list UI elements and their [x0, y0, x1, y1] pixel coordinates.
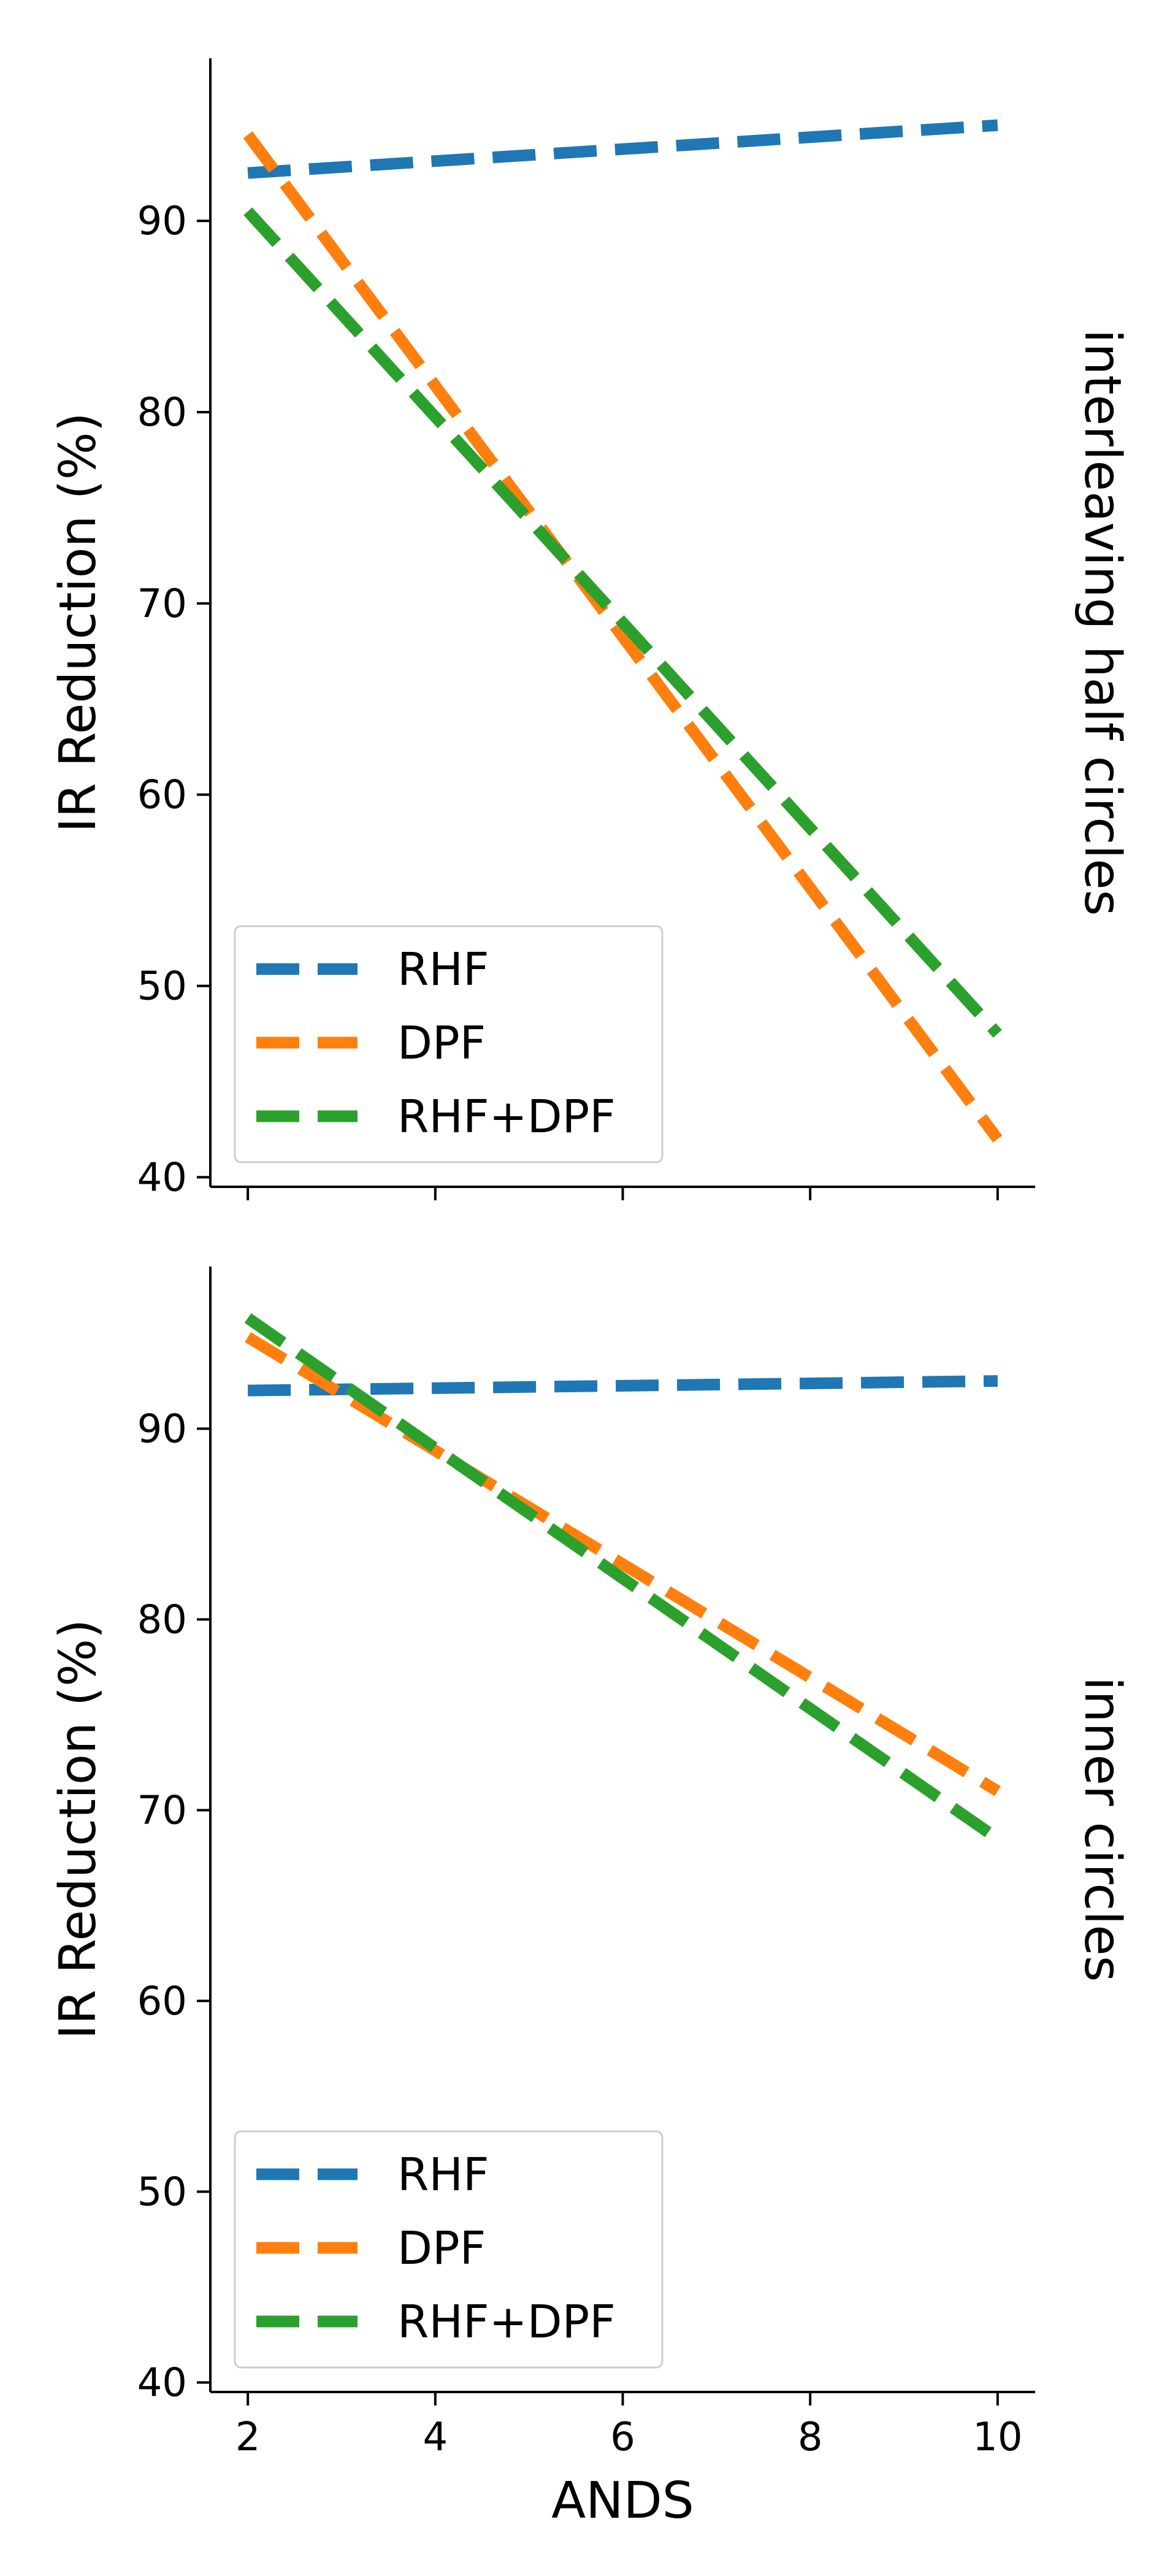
x-axis-label: ANDS	[551, 2472, 694, 2530]
y-axis-label: IR Reduction (%)	[49, 1619, 107, 2039]
legend-label: RHF+DPF	[397, 1091, 616, 1143]
y-tick-label: 90	[137, 1406, 187, 1452]
x-tick-label: 6	[610, 2415, 635, 2460]
y-tick-label: 60	[137, 1979, 187, 2024]
x-tick-label: 2	[235, 2415, 261, 2460]
y-tick-label: 70	[137, 1788, 187, 1833]
legend-box	[234, 2130, 664, 2369]
legend-label: RHF	[397, 943, 489, 996]
panel-interleaving-half-circles: 40 50 60 70 80 90 IR Reduction (%) interleaving…	[49, 58, 1131, 1200]
legend-label: RHF	[397, 2149, 489, 2201]
legend-label: RHF+DPF	[397, 2296, 616, 2348]
y-tick-label: 50	[137, 964, 187, 1010]
y-tick-label: 80	[137, 1597, 187, 1643]
panel-inner-circles: 40 50 60 70 80 90 2 4 6 8 10 IR Reduction (%) ANDS in…	[49, 1267, 1131, 2530]
x-tick-label: 10	[973, 2415, 1022, 2460]
y-tick-label: 40	[137, 1155, 187, 1200]
y-axis-label: IR Reduction (%)	[49, 412, 107, 832]
facet-label: interleaving half circles	[1073, 329, 1131, 916]
legend-label: DPF	[397, 2222, 486, 2275]
legend-box	[234, 925, 664, 1163]
y-tick-label: 60	[137, 773, 187, 818]
series-line-dpf	[245, 1332, 1001, 1796]
legend: RHF DPF RHF+DPF	[234, 2130, 664, 2369]
series-line-rhf-dpf	[244, 1313, 1001, 1844]
legend: RHF DPF RHF+DPF	[234, 925, 664, 1163]
y-tick-label: 80	[137, 390, 187, 435]
facet-label: inner circles	[1073, 1677, 1131, 1982]
x-tick-label: 4	[423, 2415, 448, 2460]
series-line-rhf	[248, 1375, 998, 1397]
y-tick-label: 90	[137, 199, 187, 244]
y-tick-label: 40	[137, 2360, 187, 2405]
y-tick-label: 70	[137, 581, 187, 627]
x-tick-label: 8	[798, 2415, 823, 2460]
series-line-rhf-dpf	[243, 207, 1002, 1038]
y-tick-label: 50	[137, 2169, 187, 2215]
series-line-dpf	[243, 131, 1003, 1143]
series-line-rhf	[247, 119, 998, 179]
legend-label: DPF	[397, 1017, 486, 1070]
